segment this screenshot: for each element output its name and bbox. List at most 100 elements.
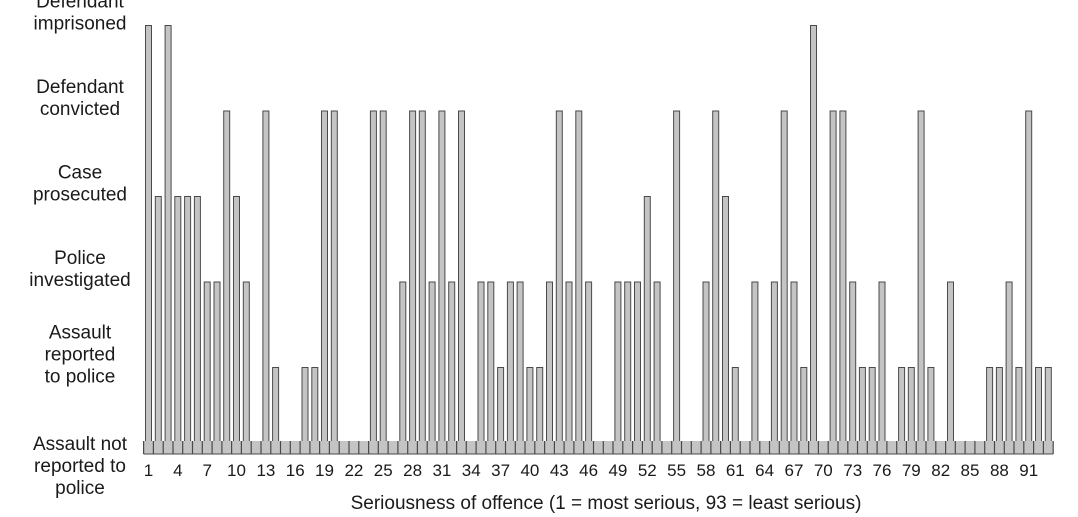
x-tick-label-55: 55	[667, 461, 686, 480]
bar-offence-79	[907, 367, 915, 454]
x-tick-label-40: 40	[520, 461, 539, 480]
x-tick-label-70: 70	[814, 461, 833, 480]
bars-group	[145, 25, 1052, 454]
bar-offence-55	[673, 110, 681, 454]
x-tick-label-43: 43	[550, 461, 569, 480]
bar-offence-52	[643, 196, 651, 454]
bar-offence-67	[790, 281, 798, 454]
bar-offence-25	[379, 110, 387, 454]
bar-offence-45	[575, 110, 583, 454]
bar-offence-3	[164, 25, 172, 454]
y-level-label-4-line-2: convicted	[40, 99, 120, 120]
bar-offence-72	[839, 110, 847, 454]
x-tick-label-19: 19	[315, 461, 334, 480]
x-tick-label-58: 58	[697, 461, 716, 480]
bar-offence-88	[995, 367, 1003, 454]
bar-offence-91	[1025, 110, 1033, 454]
bar-offence-80	[917, 110, 925, 454]
bar-offence-43	[555, 110, 563, 454]
bar-offence-13	[262, 110, 270, 454]
y-level-label-0-line-1: Assault not	[33, 434, 128, 455]
bar-offence-7	[203, 281, 211, 454]
x-tick-label-46: 46	[579, 461, 598, 480]
bar-offence-33	[458, 110, 465, 454]
baseline-band	[143, 441, 1054, 454]
x-tick-label-73: 73	[843, 461, 862, 480]
bar-offence-11	[242, 281, 250, 454]
bar-offence-59	[712, 110, 720, 454]
bar-offence-73	[849, 281, 857, 454]
bar-offence-66	[780, 110, 788, 454]
bar-offence-30	[428, 281, 436, 454]
bar-offence-31	[438, 110, 446, 454]
y-level-label-1-line-2: reported	[45, 345, 116, 366]
bar-offence-46	[585, 281, 593, 454]
x-tick-label-16: 16	[286, 461, 305, 480]
bar-offence-27	[399, 281, 407, 454]
bar-offence-50	[624, 281, 632, 454]
bar-offence-14	[272, 367, 280, 454]
bar-offence-6	[193, 196, 201, 454]
bar-offence-40	[526, 367, 534, 454]
bar-offence-89	[1005, 281, 1013, 454]
x-tick-label-76: 76	[873, 461, 892, 480]
bar-offence-42	[546, 281, 553, 454]
bar-offence-93	[1044, 367, 1052, 454]
y-level-label-1-line-1: Assault	[49, 323, 112, 344]
bar-offence-29	[418, 110, 426, 454]
bar-offence-5	[184, 196, 192, 454]
bar-offence-51	[634, 281, 641, 454]
bar-offence-28	[409, 110, 417, 454]
x-tick-label-4: 4	[173, 461, 182, 480]
x-tick-label-67: 67	[785, 461, 804, 480]
x-tick-label-79: 79	[902, 461, 921, 480]
y-level-label-1-line-3: to police	[45, 367, 116, 388]
x-tick-label-64: 64	[755, 461, 774, 480]
bar-offence-36	[487, 281, 495, 454]
x-tick-label-37: 37	[491, 461, 510, 480]
bar-offence-49	[614, 281, 622, 454]
bar-offence-81	[927, 367, 935, 454]
x-tick-label-13: 13	[256, 461, 275, 480]
bar-offence-41	[536, 367, 544, 454]
x-axis-label: Seriousness of offence (1 = most serious…	[351, 493, 862, 514]
bar-offence-71	[829, 110, 837, 454]
y-level-label-3-line-1: Case	[58, 163, 102, 184]
bar-offence-44	[565, 281, 573, 454]
bar-offence-75	[868, 367, 876, 454]
x-tick-label-49: 49	[608, 461, 627, 480]
bar-offence-35	[477, 281, 485, 454]
bar-offence-8	[213, 281, 221, 454]
y-level-label-0-line-2: reported to	[34, 456, 126, 477]
y-level-label-5-line-1: Defendant	[36, 0, 124, 13]
x-tick-label-85: 85	[961, 461, 980, 480]
bar-offence-32	[448, 281, 456, 454]
bar-offence-19	[321, 110, 328, 454]
x-tick-label-82: 82	[931, 461, 950, 480]
bar-offence-65	[770, 281, 778, 454]
bar-offence-9	[223, 110, 231, 454]
bar-offence-10	[233, 196, 240, 454]
bar-offence-2	[154, 196, 162, 454]
x-tick-label-25: 25	[374, 461, 393, 480]
bar-offence-53	[653, 281, 661, 454]
bar-offence-60	[722, 196, 729, 454]
bar-offence-39	[516, 281, 524, 454]
y-level-label-2-line-2: investigated	[29, 270, 130, 291]
y-level-label-0-line-3: police	[55, 478, 105, 499]
y-level-label-3-line-2: prosecuted	[33, 185, 127, 206]
bar-offence-69	[810, 25, 817, 454]
bar-offence-76	[878, 281, 886, 454]
bar-offence-87	[986, 367, 994, 454]
bar-offence-78	[898, 367, 906, 454]
bar-offence-4	[174, 196, 182, 454]
x-tick-label-10: 10	[227, 461, 246, 480]
x-tick-label-22: 22	[344, 461, 363, 480]
bar-offence-90	[1015, 367, 1023, 454]
y-level-label-4-line-1: Defendant	[36, 77, 124, 98]
baseline-strip	[143, 441, 1054, 455]
y-level-label-2-line-1: Police	[54, 248, 106, 269]
bar-offence-1	[145, 25, 152, 454]
bar-offence-18	[311, 367, 319, 454]
